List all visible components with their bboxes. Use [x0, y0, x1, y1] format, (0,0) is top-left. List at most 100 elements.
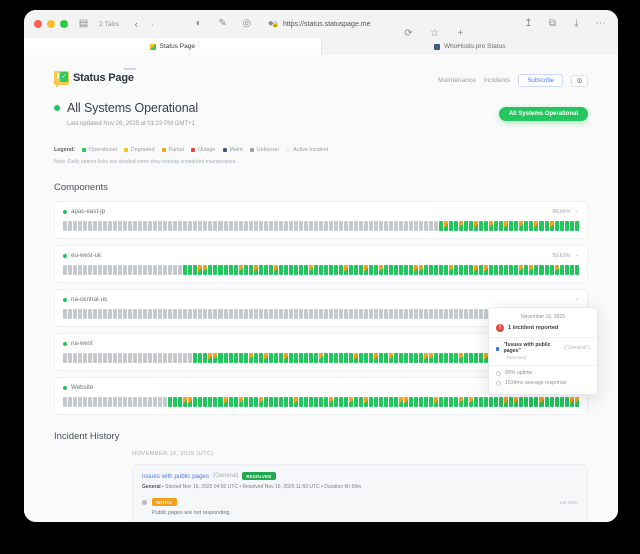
uptime-tick[interactable]	[409, 265, 414, 275]
uptime-tick[interactable]	[138, 397, 143, 407]
uptime-tick[interactable]	[193, 309, 198, 319]
uptime-tick[interactable]	[208, 265, 213, 275]
nav-maintenance[interactable]: Maintenance	[438, 77, 476, 84]
uptime-tick[interactable]	[138, 353, 143, 363]
uptime-tick[interactable]	[343, 265, 348, 275]
uptime-tick[interactable]	[323, 397, 328, 407]
uptime-tick[interactable]	[73, 397, 78, 407]
uptime-tick[interactable]	[439, 221, 444, 231]
uptime-tick[interactable]	[178, 265, 183, 275]
uptime-tick[interactable]	[444, 221, 449, 231]
uptime-tick[interactable]	[123, 265, 128, 275]
uptime-tick[interactable]	[313, 397, 318, 407]
uptime-tick[interactable]	[213, 397, 218, 407]
uptime-tick[interactable]	[228, 221, 233, 231]
uptime-tick[interactable]	[469, 309, 474, 319]
uptime-tick[interactable]	[188, 397, 193, 407]
uptime-tick[interactable]	[128, 397, 133, 407]
uptime-tick[interactable]	[554, 397, 559, 407]
uptime-tick[interactable]	[559, 397, 564, 407]
uptime-tick[interactable]	[338, 353, 343, 363]
uptime-tick[interactable]	[358, 353, 363, 363]
uptime-tick[interactable]	[444, 309, 449, 319]
uptime-tick[interactable]	[298, 353, 303, 363]
uptime-tick[interactable]	[298, 309, 303, 319]
uptime-tick[interactable]	[384, 353, 389, 363]
uptime-tick[interactable]	[288, 309, 293, 319]
uptime-tick[interactable]	[293, 309, 298, 319]
uptime-tick[interactable]	[489, 397, 494, 407]
uptime-tick[interactable]	[208, 397, 213, 407]
uptime-tick[interactable]	[108, 353, 113, 363]
uptime-tick[interactable]	[439, 309, 444, 319]
uptime-tick[interactable]	[569, 397, 574, 407]
uptime-tick[interactable]	[363, 265, 368, 275]
nav-buttons[interactable]: ‹ ›	[129, 17, 159, 31]
uptime-tick[interactable]	[138, 265, 143, 275]
uptime-tick[interactable]	[313, 221, 318, 231]
uptime-tick[interactable]	[228, 353, 233, 363]
uptime-tick[interactable]	[389, 309, 394, 319]
uptime-tick[interactable]	[198, 221, 203, 231]
uptime-tick[interactable]	[153, 309, 158, 319]
more-icon[interactable]: ⋯	[595, 18, 606, 29]
uptime-tick[interactable]	[368, 309, 373, 319]
uptime-tick[interactable]	[504, 221, 509, 231]
uptime-tick[interactable]	[549, 221, 554, 231]
uptime-tick[interactable]	[253, 309, 258, 319]
uptime-tick[interactable]	[223, 353, 228, 363]
uptime-tick[interactable]	[378, 397, 383, 407]
uptime-tick[interactable]	[228, 309, 233, 319]
reader-icon[interactable]: ●	[267, 18, 274, 29]
uptime-tick[interactable]	[363, 221, 368, 231]
uptime-tick[interactable]	[138, 221, 143, 231]
uptime-tick[interactable]	[348, 353, 353, 363]
uptime-tick[interactable]	[338, 309, 343, 319]
bookmark-icon[interactable]: ☆	[430, 28, 439, 39]
uptime-tick[interactable]	[163, 309, 168, 319]
uptime-tick[interactable]	[103, 221, 108, 231]
uptime-tick[interactable]	[338, 265, 343, 275]
uptime-tick[interactable]	[479, 309, 484, 319]
tab-whohosts-status[interactable]: WhoHosts.pro Status	[322, 38, 619, 55]
uptime-tick[interactable]	[409, 353, 414, 363]
uptime-tick[interactable]	[574, 265, 579, 275]
uptime-tick[interactable]	[283, 309, 288, 319]
uptime-tick[interactable]	[479, 353, 484, 363]
uptime-tick[interactable]	[88, 309, 93, 319]
uptime-tick[interactable]	[283, 221, 288, 231]
uptime-tick[interactable]	[474, 353, 479, 363]
uptime-tick[interactable]	[459, 397, 464, 407]
uptime-tick[interactable]	[258, 309, 263, 319]
uptime-tick[interactable]	[63, 265, 68, 275]
uptime-tick[interactable]	[479, 221, 484, 231]
uptime-tick[interactable]	[88, 397, 93, 407]
uptime-tick[interactable]	[83, 397, 88, 407]
uptime-tick[interactable]	[258, 265, 263, 275]
uptime-tick[interactable]	[188, 221, 193, 231]
uptime-tick[interactable]	[248, 397, 253, 407]
uptime-tick[interactable]	[343, 353, 348, 363]
uptime-tick[interactable]	[459, 353, 464, 363]
uptime-tick[interactable]	[138, 309, 143, 319]
uptime-tick[interactable]	[318, 353, 323, 363]
uptime-tick[interactable]	[273, 353, 278, 363]
uptime-tick[interactable]	[539, 397, 544, 407]
uptime-tick[interactable]	[128, 353, 133, 363]
reload-icon[interactable]: ⟳	[404, 28, 413, 39]
uptime-tick[interactable]	[368, 221, 373, 231]
uptime-tick[interactable]	[123, 221, 128, 231]
uptime-tick[interactable]	[353, 397, 358, 407]
subscribe-button[interactable]: Subscribe	[518, 74, 563, 87]
uptime-tick[interactable]	[133, 265, 138, 275]
uptime-tick[interactable]	[368, 353, 373, 363]
uptime-tick[interactable]	[78, 353, 83, 363]
maximize-window-button[interactable]	[60, 20, 68, 28]
uptime-tick[interactable]	[113, 353, 118, 363]
uptime-tick[interactable]	[213, 309, 218, 319]
uptime-tick[interactable]	[173, 309, 178, 319]
uptime-tick[interactable]	[223, 397, 228, 407]
uptime-tick[interactable]	[83, 353, 88, 363]
uptime-tick[interactable]	[293, 397, 298, 407]
uptime-tick[interactable]	[559, 265, 564, 275]
